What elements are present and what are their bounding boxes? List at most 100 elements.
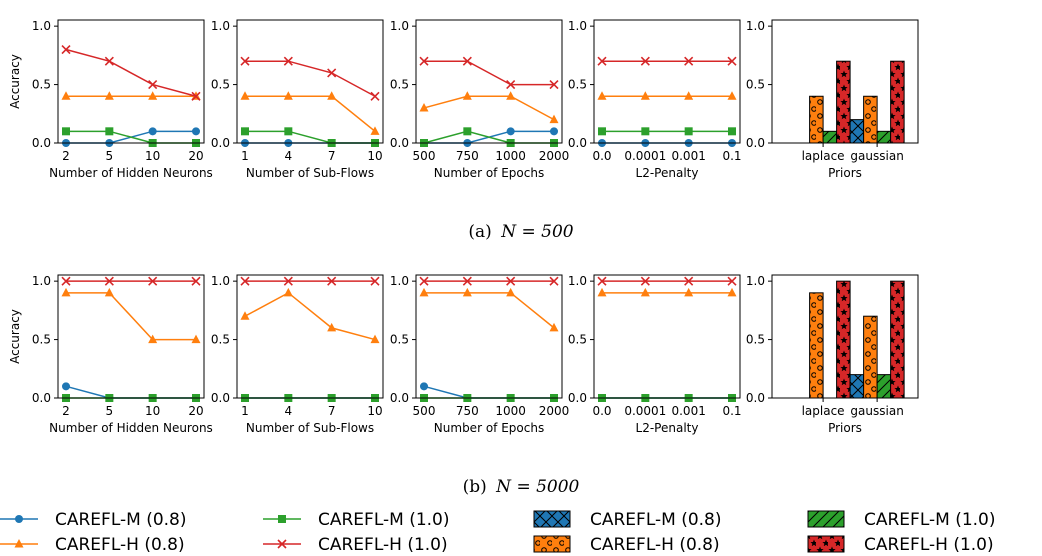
x-tick-label: 10 bbox=[367, 149, 382, 163]
legend-item-5: CAREFL-H (0.8) bbox=[0, 535, 185, 555]
x-tick-label: gaussian bbox=[850, 149, 903, 163]
data-point bbox=[283, 276, 293, 286]
data-point bbox=[370, 126, 380, 135]
x-tick-label: 2000 bbox=[539, 149, 570, 163]
legend-item-7: CAREFL-H (0.8) bbox=[533, 535, 720, 555]
y-tick-label: 0.0 bbox=[211, 391, 230, 405]
caption-b: (b) N = 5000 bbox=[463, 477, 580, 497]
legend-item-4: CAREFL-M (1.0) bbox=[807, 510, 996, 530]
x-axis-label: Priors bbox=[828, 166, 862, 180]
axes-frame bbox=[236, 19, 384, 144]
y-tick-label: 0.0 bbox=[568, 391, 587, 405]
x-tick-label: 0.001 bbox=[671, 404, 705, 418]
series-line-1 bbox=[245, 95, 376, 132]
legend-label: CAREFL-M (0.8) bbox=[55, 510, 187, 530]
legend-item-8: CAREFL-H (1.0) bbox=[807, 535, 994, 555]
y-tick-label: 1.0 bbox=[746, 274, 765, 288]
data-point bbox=[61, 287, 71, 297]
y-tick-label: 1.0 bbox=[211, 274, 230, 288]
series-line-3 bbox=[245, 60, 376, 97]
legend-marker bbox=[14, 539, 24, 548]
y-tick-label: 0.5 bbox=[211, 78, 230, 92]
legend-marker bbox=[15, 515, 23, 523]
legend-item-1: CAREFL-M (0.8) bbox=[0, 510, 187, 530]
data-point bbox=[327, 68, 337, 78]
data-point bbox=[283, 56, 293, 66]
bar-hatch bbox=[877, 374, 891, 398]
bar-hatch bbox=[836, 281, 851, 398]
panel-a-4: 0.0 0.5 1.0 0.0 0.0001 0.001 0.1 L2-Penalty bbox=[568, 19, 742, 180]
y-tick-label: 1.0 bbox=[568, 19, 587, 33]
data-point bbox=[240, 91, 250, 100]
data-point bbox=[148, 334, 158, 344]
series-line-0 bbox=[423, 385, 554, 399]
data-point bbox=[640, 287, 650, 297]
axes-frame bbox=[593, 19, 741, 144]
bar-hatch bbox=[890, 61, 905, 143]
bar-hatch bbox=[863, 96, 878, 143]
y-tick-label: 0.0 bbox=[211, 136, 230, 150]
panel-b-4: 0.0 0.5 1.0 0.0 0.0001 0.001 0.1 L2-Penalty bbox=[568, 274, 742, 435]
data-point bbox=[727, 91, 737, 100]
axes-frame bbox=[415, 274, 563, 399]
x-tick-label: 7 bbox=[328, 404, 336, 418]
y-tick-label: 1.0 bbox=[211, 19, 230, 33]
data-point bbox=[148, 276, 158, 286]
data-point bbox=[61, 91, 71, 100]
data-point bbox=[462, 56, 472, 66]
x-tick-label: 4 bbox=[285, 404, 293, 418]
data-point bbox=[506, 287, 516, 297]
data-point bbox=[370, 276, 380, 286]
panel-a-3: 0.0 0.5 1.0 500 750 1000 2000 Number of Epochs bbox=[390, 19, 569, 180]
y-tick-label: 0.5 bbox=[211, 333, 230, 347]
x-tick-label: 2 bbox=[62, 404, 70, 418]
data-point bbox=[240, 56, 250, 66]
x-axis-label: Priors bbox=[828, 421, 862, 435]
legend-item-2: CAREFL-M (1.0) bbox=[263, 510, 450, 530]
data-point bbox=[419, 287, 429, 297]
data-point bbox=[550, 127, 558, 136]
data-point bbox=[240, 276, 250, 286]
data-point bbox=[62, 382, 70, 391]
data-point bbox=[684, 91, 694, 100]
data-point bbox=[597, 276, 607, 286]
y-tick-label: 0.0 bbox=[746, 136, 765, 150]
series-line-1 bbox=[424, 292, 555, 329]
series-line-1 bbox=[66, 292, 196, 341]
series-line-2 bbox=[66, 130, 196, 144]
x-tick-label: 1 bbox=[241, 149, 249, 163]
legend-marker bbox=[278, 515, 286, 523]
x-tick-label: 20 bbox=[188, 404, 203, 418]
data-point bbox=[104, 276, 114, 286]
axes-frame bbox=[415, 19, 563, 144]
panel-b-2: 0.0 0.5 1.0 1 4 7 10 Number of Sub-Flows bbox=[211, 274, 384, 435]
y-tick-label: 1.0 bbox=[390, 274, 409, 288]
x-tick-label: 0.0 bbox=[592, 404, 611, 418]
legend-label: CAREFL-M (1.0) bbox=[318, 510, 450, 530]
y-tick-label: 0.5 bbox=[32, 78, 51, 92]
legend-swatch-hatch bbox=[808, 536, 844, 552]
axes-frame bbox=[57, 274, 205, 399]
data-point bbox=[727, 276, 737, 286]
data-point bbox=[191, 334, 201, 344]
legend-item-6: CAREFL-H (1.0) bbox=[263, 535, 448, 555]
x-tick-label: 4 bbox=[285, 149, 293, 163]
data-point bbox=[419, 276, 429, 286]
x-axis-label: Number of Epochs bbox=[434, 421, 544, 435]
y-tick-label: 0.0 bbox=[746, 391, 765, 405]
bar-hatch bbox=[836, 61, 851, 143]
data-point bbox=[370, 334, 380, 344]
series-line-2 bbox=[245, 130, 375, 144]
data-point bbox=[506, 91, 516, 100]
x-axis-label: L2-Penalty bbox=[636, 421, 699, 435]
bar-hatch bbox=[809, 96, 824, 143]
axes-frame bbox=[593, 274, 741, 399]
bar-hatch bbox=[850, 119, 864, 143]
data-point bbox=[241, 127, 249, 136]
legend-label: CAREFL-H (0.8) bbox=[55, 535, 185, 555]
data-point bbox=[462, 276, 472, 286]
axes-frame bbox=[57, 19, 205, 144]
data-point bbox=[597, 56, 607, 66]
data-point bbox=[148, 91, 158, 100]
